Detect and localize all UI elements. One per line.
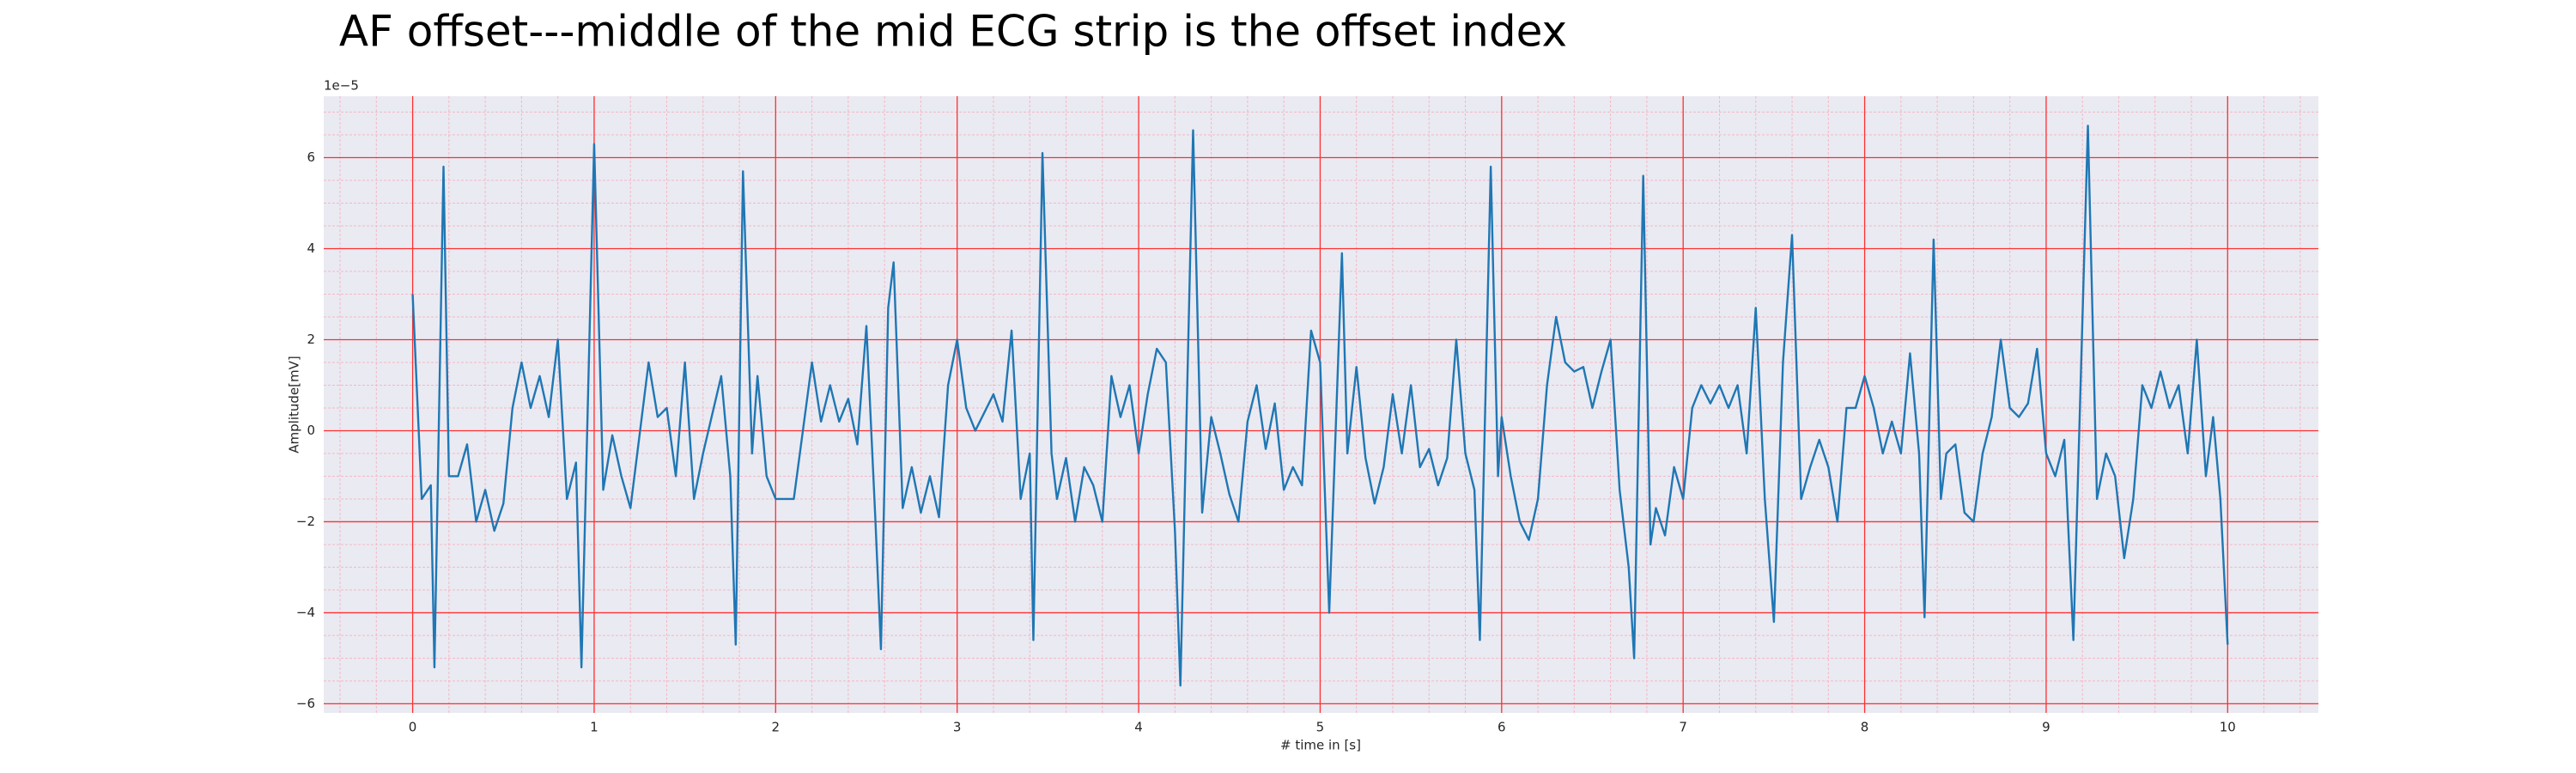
x-tick-label: 8 <box>1861 720 1869 735</box>
y-tick-label: 6 <box>307 149 315 165</box>
x-tick-label: 0 <box>409 720 417 735</box>
x-tick-label: 10 <box>2220 720 2236 735</box>
y-tick-label: 2 <box>307 332 315 347</box>
x-axis-label: # time in [s] <box>1280 738 1361 753</box>
y-tick-label: 0 <box>307 423 315 438</box>
plot-area <box>324 96 2318 713</box>
y-offset-label: 1e−5 <box>324 78 359 94</box>
y-axis-label: Amplitude[mV] <box>287 356 302 453</box>
y-tick-label: −6 <box>296 696 315 711</box>
x-tick-label: 1 <box>590 720 598 735</box>
y-tick-label: −4 <box>296 605 315 620</box>
x-tick-label: 7 <box>1679 720 1687 735</box>
chart-title: AF offset---middle of the mid ECG strip … <box>339 7 1567 57</box>
x-tick-label: 6 <box>1498 720 1506 735</box>
x-tick-label: 4 <box>1134 720 1143 735</box>
x-tick-label: 3 <box>953 720 962 735</box>
x-tick-label: 2 <box>772 720 781 735</box>
y-tick-label: −2 <box>296 514 315 529</box>
y-tick-label: 4 <box>307 240 315 256</box>
ecg-line <box>411 125 2229 687</box>
x-tick-label: 5 <box>1316 720 1325 735</box>
x-tick-label: 9 <box>2042 720 2050 735</box>
